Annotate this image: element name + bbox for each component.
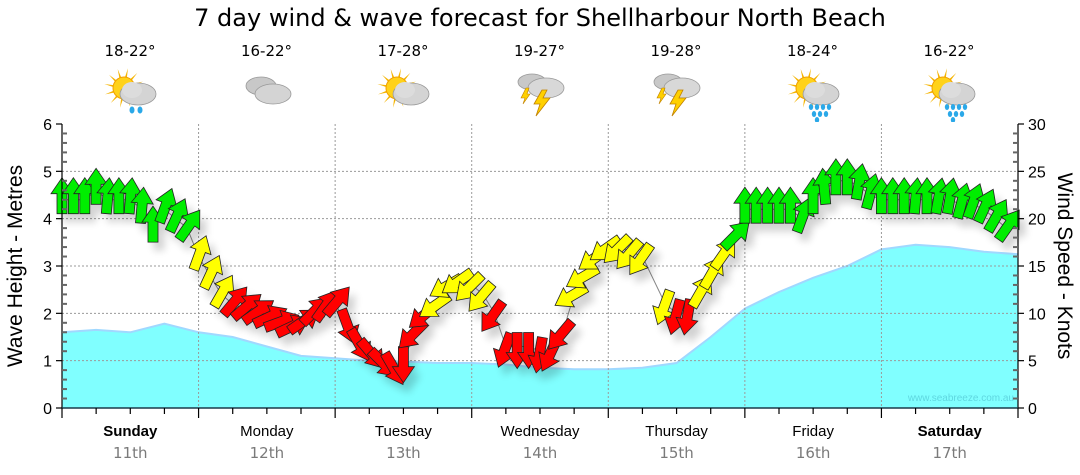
right-y-tick-label: 25 [1028,164,1046,181]
wind-arrow [719,221,750,252]
date-label: 13th [386,444,420,462]
wind-arrows [50,158,1020,386]
day-temperature-range: 19-27° [513,42,566,60]
wind-arrow [468,279,497,312]
left-y-tick-label: 4 [43,212,52,229]
sun-cloud-heavy-rain-icon [786,68,839,122]
left-y-tick-label: 3 [43,259,52,276]
day-temperature-range: 18-22° [104,42,156,60]
wind-arrow [778,186,803,224]
day-temperature-range: 16-22° [240,42,293,60]
sun-cloud-icon [377,68,430,108]
sun-cloud-heavy-rain-icon [923,68,976,122]
right-y-tick-label: 30 [1028,117,1046,134]
left-axis-title: Wave Height - Metres [4,165,27,367]
left-y-tick-label: 6 [43,117,52,134]
date-label: 12th [250,444,284,462]
day-label: Friday [792,423,834,440]
right-axis-title: Wind Speed - Knots [1053,173,1076,360]
thunderstorm-icon [517,73,564,117]
date-label: 16th [796,444,830,462]
wind-arrow [174,209,201,243]
left-y-tick-label: 5 [43,164,52,181]
cloud-icon [245,76,291,105]
wind-arrow [188,235,212,272]
day-label: Saturday [918,423,983,440]
wind-arrow [199,254,224,291]
wind-arrow [629,241,656,276]
day-label: Sunday [103,423,158,440]
day-temperature-range: 18-24° [786,42,839,60]
left-y-tick-label: 0 [43,401,52,418]
watermark: www.seabreeze.com.au [907,393,1014,404]
day-label: Tuesday [375,423,432,440]
date-label: 17th [932,444,966,462]
sun-cloud-rain-icon [104,68,157,114]
day-label: Wednesday [501,423,580,440]
wind-arrow [130,186,154,225]
right-y-tick-label: 5 [1028,354,1037,371]
right-y-tick-label: 10 [1028,306,1046,323]
wind-arrow [548,317,577,350]
day-temperature-range: 16-22° [923,42,975,60]
wave-height-line [61,243,1019,371]
chart-title: 7 day wind & wave forecast for Shellharb… [194,4,886,32]
right-y-tick-label: 20 [1028,212,1046,229]
date-label: 14th [523,444,557,462]
wind-arrow [321,286,350,319]
date-label: 11th [113,444,147,462]
wind-arrow [419,291,453,317]
wind-arrow [554,282,590,308]
right-y-tick-label: 15 [1028,259,1046,276]
right-y-tick-label: 0 [1028,401,1037,418]
wave-height-area [62,244,1018,408]
day-label: Thursday [645,423,708,440]
left-y-tick-label: 2 [43,306,52,323]
day-temperature-range: 19-28° [650,42,702,60]
day-label: Monday [240,423,294,440]
wind-arrow [481,298,508,332]
left-y-tick-label: 1 [43,354,52,371]
thunderstorm-icon [653,73,701,117]
day-temperature-range: 17-28° [377,42,429,60]
date-label: 15th [659,444,693,462]
